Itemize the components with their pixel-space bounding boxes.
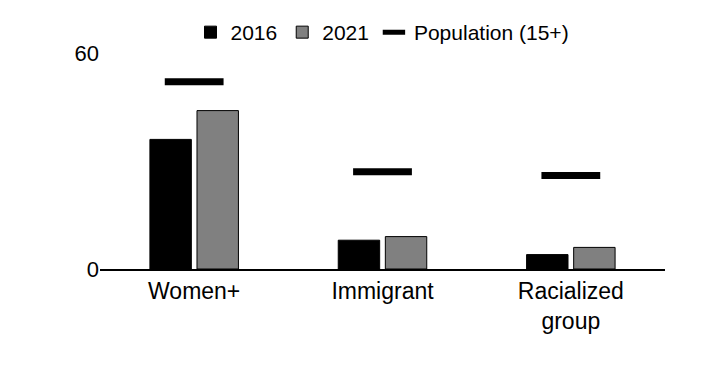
svg-text:2016: 2016 [231, 21, 278, 44]
svg-text:2021: 2021 [322, 21, 369, 44]
svg-text:Racializedgroup: Racializedgroup [518, 278, 624, 334]
svg-text:Women+: Women+ [148, 278, 240, 304]
svg-text:Immigrant: Immigrant [331, 278, 434, 304]
svg-text:60: 60 [75, 41, 99, 66]
svg-text:0: 0 [87, 257, 99, 282]
svg-text:Population (15+): Population (15+) [414, 21, 569, 44]
